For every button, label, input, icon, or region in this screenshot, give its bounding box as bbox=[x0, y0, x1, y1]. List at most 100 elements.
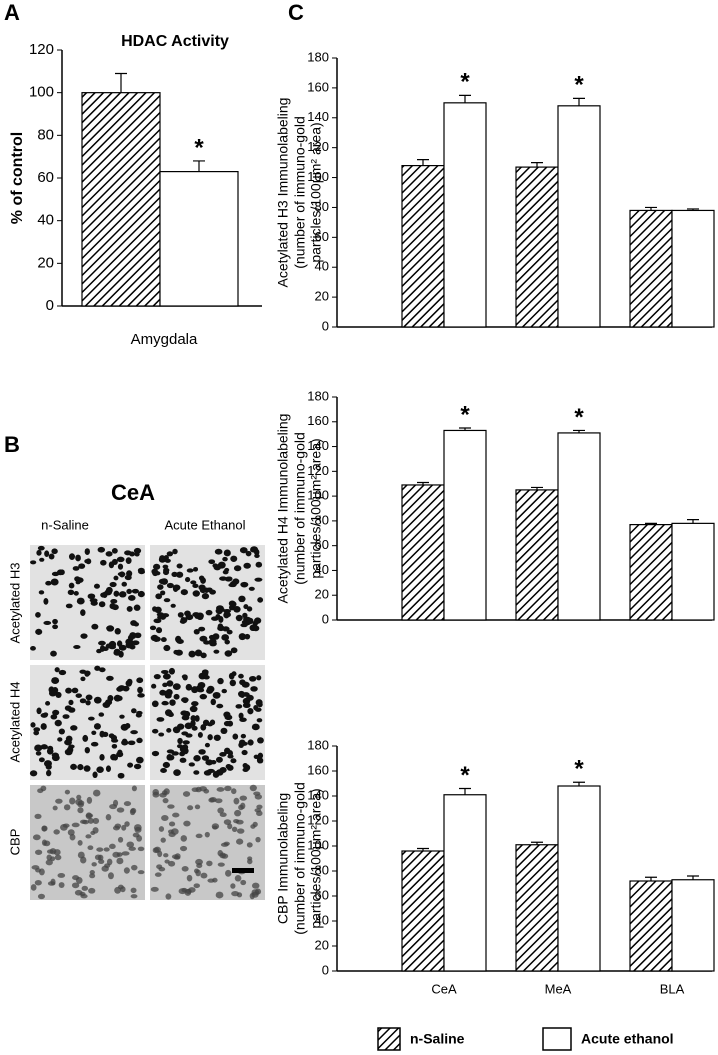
nucleus bbox=[152, 606, 158, 612]
nucleus bbox=[45, 701, 51, 706]
nucleus bbox=[158, 732, 165, 737]
nucleus bbox=[223, 611, 230, 619]
nucleus bbox=[62, 714, 70, 719]
nucleus bbox=[54, 667, 60, 673]
nucleus bbox=[249, 675, 257, 682]
nucleus bbox=[202, 719, 210, 726]
nucleus bbox=[214, 798, 223, 804]
nucleus bbox=[116, 807, 125, 813]
nucleus bbox=[105, 765, 112, 773]
legend-label: n-Saline bbox=[410, 1031, 465, 1047]
nucleus bbox=[70, 763, 77, 770]
chart-title: HDAC Activity bbox=[121, 33, 229, 50]
nucleus bbox=[136, 677, 144, 684]
nucleus bbox=[53, 829, 60, 835]
nucleus bbox=[256, 804, 263, 810]
nucleus bbox=[166, 582, 174, 589]
nucleus bbox=[75, 554, 81, 562]
nucleus bbox=[130, 807, 137, 814]
nucleus bbox=[136, 835, 143, 842]
nucleus bbox=[198, 626, 206, 632]
nucleus bbox=[217, 850, 224, 857]
nucleus bbox=[235, 704, 243, 709]
bar bbox=[557, 432, 601, 621]
nucleus bbox=[195, 869, 201, 877]
nucleus bbox=[127, 740, 136, 746]
y-tick-label: 20 bbox=[315, 587, 329, 602]
nucleus bbox=[71, 822, 80, 828]
x-tick-label: MeA bbox=[545, 981, 572, 996]
nucleus bbox=[222, 556, 228, 562]
nucleus bbox=[193, 770, 200, 775]
nucleus bbox=[90, 741, 99, 747]
nucleus bbox=[79, 698, 87, 704]
nucleus bbox=[235, 614, 243, 622]
error-bar bbox=[417, 847, 429, 851]
nucleus bbox=[97, 546, 106, 553]
nucleus bbox=[255, 561, 263, 568]
error-bar bbox=[193, 160, 205, 172]
bar bbox=[515, 844, 559, 972]
nucleus bbox=[58, 882, 65, 888]
micrographs bbox=[29, 545, 265, 900]
nucleus bbox=[182, 674, 188, 681]
nucleus bbox=[223, 711, 231, 718]
y-axis-label: (number of immuno-gold bbox=[292, 432, 308, 585]
nucleus bbox=[223, 720, 231, 727]
nucleus bbox=[231, 671, 237, 677]
nucleus bbox=[241, 749, 248, 756]
nucleus bbox=[73, 644, 81, 650]
nucleus bbox=[64, 789, 70, 795]
nucleus bbox=[172, 812, 180, 818]
nucleus bbox=[58, 728, 65, 735]
significance-marker: * bbox=[574, 756, 584, 783]
y-tick-label: 0 bbox=[46, 297, 54, 314]
nucleus bbox=[92, 827, 99, 834]
nucleus bbox=[155, 627, 163, 634]
nucleus bbox=[151, 728, 159, 734]
nucleus bbox=[193, 566, 199, 572]
nucleus bbox=[239, 795, 248, 801]
nucleus bbox=[112, 754, 119, 761]
y-axis-label: particles/100µm² area) bbox=[308, 122, 324, 262]
nucleus bbox=[34, 744, 43, 752]
nucleus bbox=[94, 665, 101, 671]
nucleus bbox=[38, 868, 45, 876]
bar bbox=[81, 92, 161, 307]
nucleus bbox=[52, 624, 59, 630]
nucleus bbox=[162, 798, 169, 804]
nucleus bbox=[52, 709, 60, 716]
nucleus bbox=[111, 743, 118, 749]
nucleus bbox=[64, 705, 72, 711]
error-bar bbox=[115, 72, 127, 93]
nucleus bbox=[192, 583, 199, 589]
nucleus bbox=[151, 750, 160, 757]
nucleus bbox=[74, 576, 81, 582]
nucleus bbox=[92, 771, 98, 779]
nucleus bbox=[209, 589, 216, 595]
nucleus bbox=[100, 559, 107, 566]
nucleus bbox=[157, 584, 164, 590]
nucleus bbox=[243, 604, 249, 610]
nucleus bbox=[151, 700, 159, 708]
nucleus bbox=[242, 763, 248, 768]
nucleus bbox=[182, 617, 188, 623]
nucleus bbox=[213, 734, 221, 741]
y-tick-label: 40 bbox=[315, 562, 329, 577]
nucleus bbox=[51, 752, 60, 758]
nucleus bbox=[194, 649, 203, 657]
nucleus bbox=[89, 873, 96, 879]
nucleus bbox=[240, 581, 249, 588]
nucleus bbox=[76, 597, 85, 605]
nucleus bbox=[200, 872, 208, 879]
nucleus bbox=[254, 577, 263, 582]
nucleus bbox=[80, 633, 88, 639]
nucleus bbox=[240, 879, 247, 886]
nucleus bbox=[236, 838, 244, 845]
nucleus bbox=[127, 634, 134, 641]
nucleus bbox=[117, 563, 124, 570]
nucleus bbox=[173, 855, 181, 860]
nucleus bbox=[240, 623, 248, 628]
nucleus bbox=[229, 580, 237, 588]
nucleus bbox=[37, 893, 46, 900]
